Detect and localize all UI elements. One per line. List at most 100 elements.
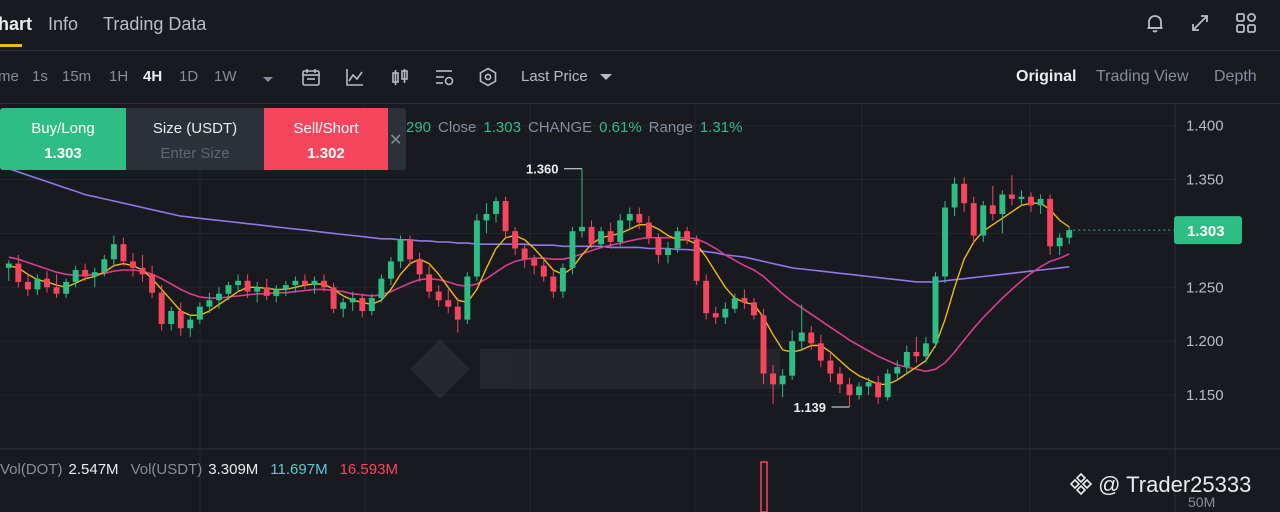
- indicator-icon[interactable]: [345, 67, 365, 87]
- candle-body: [999, 194, 1006, 214]
- buy-label: Buy/Long: [31, 120, 95, 137]
- buy-long-button[interactable]: Buy/Long 1.303: [0, 108, 126, 170]
- candle-body: [158, 292, 165, 324]
- ma-mid-line: [8, 236, 1070, 373]
- candle-body: [349, 298, 356, 303]
- candle-body: [636, 213, 643, 223]
- candle-body: [493, 201, 499, 214]
- timeframe-1w[interactable]: 1W: [214, 68, 237, 85]
- tab-info[interactable]: Info: [48, 14, 79, 34]
- close-icon[interactable]: ✕: [389, 132, 403, 149]
- vol-quote-label: Vol(USDT): [130, 461, 203, 478]
- size-input[interactable]: Size (USDT) Enter Size: [126, 108, 264, 170]
- candle-body: [168, 311, 175, 324]
- price-markers: 1.360 1.139: [526, 162, 1174, 415]
- candle-body: [196, 306, 203, 320]
- candle-body: [846, 384, 853, 396]
- candle-body: [330, 287, 337, 309]
- tab-trading-data[interactable]: Trading Data: [103, 14, 207, 34]
- candle-body: [913, 351, 920, 357]
- candle-body: [292, 280, 299, 286]
- candle-body: [5, 263, 12, 268]
- price-tick-label: 1.250: [1186, 279, 1224, 296]
- view-depth[interactable]: Depth: [1214, 68, 1257, 85]
- ma-long-line: [8, 167, 1070, 283]
- candle-body: [91, 272, 98, 277]
- timeframe-1s[interactable]: 1s: [32, 68, 48, 85]
- ohlc-info: 290 Close 1.303 CHANGE 0.61% Range 1.31%: [406, 119, 749, 136]
- settings-icon[interactable]: [434, 67, 454, 87]
- low-marker-label: 1.139: [793, 400, 826, 415]
- high-marker-label: 1.360: [526, 162, 559, 177]
- candle-body: [378, 278, 385, 299]
- timeframe-1d[interactable]: 1D: [179, 68, 199, 85]
- candle-body: [607, 231, 614, 242]
- candle-body: [215, 293, 222, 301]
- candle-body: [445, 300, 452, 307]
- candle-body: [473, 220, 480, 277]
- candle-body: [24, 281, 31, 290]
- current-price-box: [1174, 216, 1242, 245]
- candle-body: [808, 332, 815, 344]
- candle-body: [750, 302, 757, 316]
- candle-body: [454, 306, 461, 320]
- price-type-select[interactable]: Last Price: [521, 68, 588, 85]
- active-tab-underline: [0, 44, 22, 47]
- candle-body: [827, 360, 834, 374]
- candle-body: [531, 259, 538, 266]
- size-placeholder[interactable]: Enter Size: [160, 145, 230, 162]
- size-label: Size (USDT): [152, 120, 238, 137]
- binance-logo-icon: [1069, 472, 1093, 496]
- low-value-partial: 290: [406, 119, 432, 136]
- candle-body: [1018, 196, 1025, 199]
- chart-toolbar: me 1s 15m 1H 4H 1D 1W Last Price Origina…: [0, 51, 1280, 104]
- candle-type-icon[interactable]: [390, 67, 410, 87]
- view-original[interactable]: Original: [1016, 68, 1077, 85]
- timeframe-15m[interactable]: 15m: [62, 68, 92, 85]
- candle-body: [817, 343, 824, 361]
- candle-body: [942, 207, 948, 277]
- vol-ma2-value: 16.593M: [339, 461, 398, 478]
- timeframe-1h[interactable]: 1H: [109, 68, 129, 85]
- vol-base-value: 2.547M: [68, 461, 119, 478]
- candle-body: [397, 239, 404, 262]
- candle-body: [464, 276, 471, 320]
- close-value: 1.303: [483, 119, 521, 136]
- candle-body: [321, 280, 328, 288]
- candle-body: [368, 298, 375, 311]
- candle-body: [684, 231, 691, 240]
- sell-short-button[interactable]: Sell/Short 1.302: [264, 108, 388, 170]
- price-chart[interactable]: 1.360 1.139 1.4001.3501.3001.2501.2001.1…: [0, 104, 1280, 512]
- candle-body: [836, 373, 843, 385]
- view-trading-view[interactable]: Trading View: [1096, 68, 1189, 85]
- chevron-down-icon[interactable]: [258, 69, 278, 89]
- candle-body: [779, 375, 786, 385]
- candle-body: [665, 248, 671, 255]
- hexagon-icon[interactable]: [478, 67, 498, 87]
- calendar-icon[interactable]: [301, 67, 321, 87]
- expand-icon[interactable]: [1188, 11, 1212, 35]
- candle-body: [731, 298, 738, 309]
- candle-body: [483, 213, 490, 221]
- tab-chart[interactable]: hart: [0, 14, 33, 34]
- candle-body: [82, 270, 89, 277]
- candle-body: [435, 291, 442, 301]
- price-type-chevron-icon[interactable]: [596, 67, 616, 87]
- price-tick-label: 1.350: [1186, 171, 1224, 188]
- candle-body: [311, 280, 318, 286]
- volume-info: Vol(DOT) 2.547M Vol(USDT) 3.309M 11.697M 16.5…: [0, 461, 404, 478]
- candle-body: [301, 280, 308, 286]
- volume-bar-spike: [760, 461, 768, 512]
- timeframe-4h[interactable]: 4H: [143, 68, 163, 85]
- grid-icon[interactable]: [1234, 11, 1258, 35]
- candle-body: [512, 231, 519, 249]
- timeframe-time[interactable]: me: [0, 68, 19, 85]
- candle-body: [1056, 237, 1063, 247]
- candle-body: [970, 203, 977, 236]
- vol-base-label: Vol(DOT): [0, 461, 63, 478]
- bell-icon[interactable]: [1143, 11, 1167, 35]
- candle-body: [1047, 198, 1054, 247]
- candle-body: [875, 382, 882, 398]
- current-price-label: 1.303: [1187, 223, 1225, 240]
